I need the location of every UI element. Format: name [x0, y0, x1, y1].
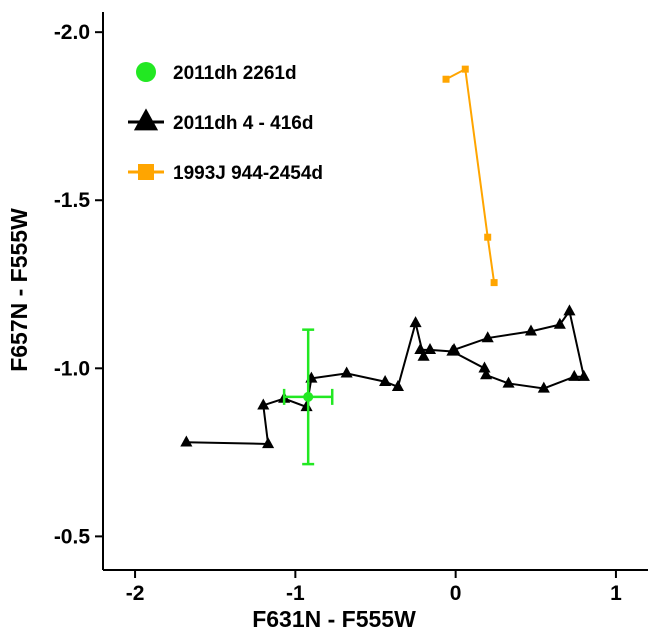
data-point: [262, 437, 275, 449]
data-point: [379, 374, 392, 386]
legend-item: 2011dh 4 - 416d: [128, 108, 313, 134]
x-axis-ticks: -2 -1 0 1: [126, 570, 622, 605]
data-point: [391, 379, 404, 391]
data-point: [524, 324, 538, 336]
series-1993j-944-2454d: [442, 65, 498, 287]
data-point: [417, 349, 430, 361]
data-point: [180, 435, 193, 447]
data-point: [300, 400, 313, 412]
data-point: [340, 366, 353, 378]
x-tick-label: -2: [126, 582, 145, 605]
y-tick-label: -2.0: [54, 21, 90, 44]
data-point: [257, 398, 270, 410]
series-2011dh-2261d: [282, 328, 334, 466]
legend-label: 2011dh 4 - 416d: [173, 113, 313, 134]
legend-item: 2011dh 2261d: [136, 62, 297, 84]
data-point: [484, 233, 492, 241]
y-tick-label: -1.0: [54, 357, 90, 380]
data-point: [490, 279, 498, 287]
series-2011dh-4-416d: [180, 304, 590, 449]
data-point: [502, 376, 515, 388]
data-point: [563, 304, 576, 316]
data-point: [409, 316, 422, 328]
x-tick-label: -1: [286, 582, 305, 605]
data-point: [447, 343, 461, 355]
data-point: [303, 391, 314, 402]
legend-marker: [138, 164, 154, 180]
x-tick-label: 0: [450, 582, 462, 605]
data-point: [478, 361, 491, 373]
data-point: [481, 331, 494, 343]
x-axis-title: F631N - F555W: [252, 606, 416, 632]
legend-label: 1993J 944-2454d: [173, 163, 323, 184]
y-tick-label: -1.5: [54, 189, 91, 212]
legend-marker: [136, 62, 156, 82]
data-point: [553, 317, 566, 329]
y-axis-ticks: -2.0 -1.5 -1.0 -0.5: [54, 21, 103, 548]
data-point: [568, 369, 581, 381]
legend: 2011dh 2261d 2011dh 4 - 416d 1993J 944-245…: [128, 62, 323, 184]
y-tick-label: -0.5: [54, 525, 91, 548]
legend-item: 1993J 944-2454d: [128, 163, 323, 184]
legend-marker: [133, 108, 159, 131]
series-layer: [180, 65, 590, 466]
data-point: [461, 65, 469, 73]
data-point: [442, 75, 450, 83]
data-point: [414, 343, 427, 355]
legend-label: 2011dh 2261d: [173, 63, 297, 84]
data-point: [423, 343, 437, 355]
data-point: [537, 381, 550, 393]
x-tick-label: 1: [610, 582, 622, 605]
data-point: [480, 368, 493, 380]
series-line: [445, 67, 496, 283]
data-point: [577, 369, 590, 381]
y-axis-title: F657N - F555W: [6, 208, 32, 372]
